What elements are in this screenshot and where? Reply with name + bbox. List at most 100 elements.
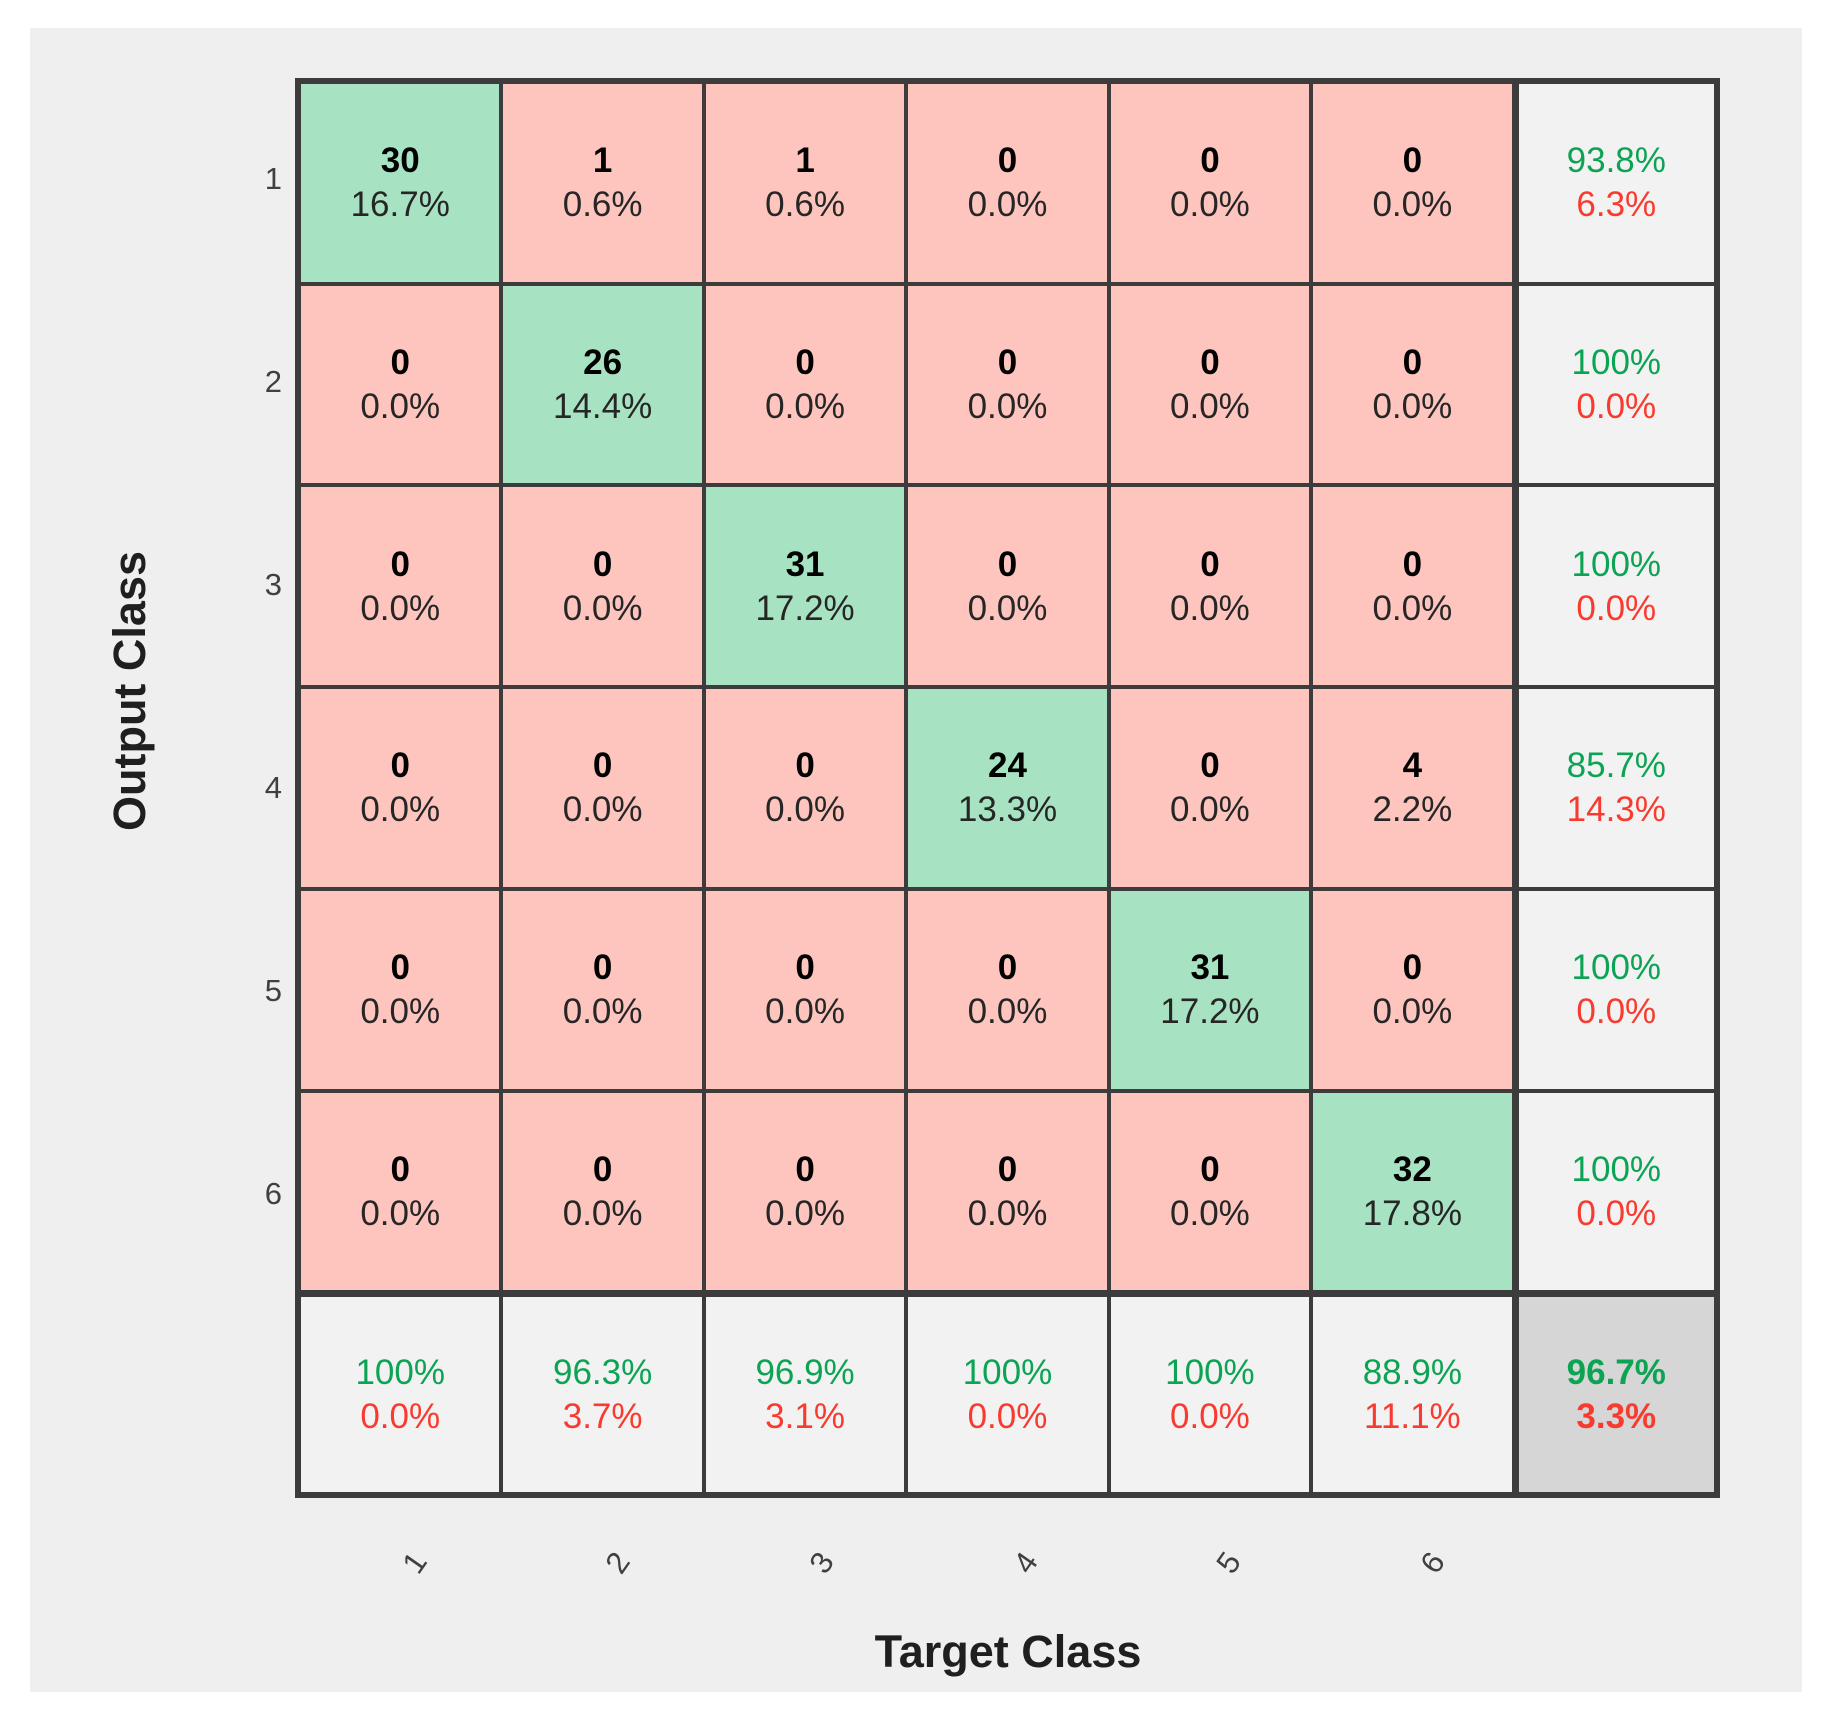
matrix-cell-r6c1: 0 0.0% xyxy=(299,1090,502,1293)
cell-percent: 0.0% xyxy=(1372,387,1453,427)
cell-percent: 0.0% xyxy=(765,1193,845,1233)
cell-count: 1 xyxy=(592,141,613,181)
y-axis-label: Output Class xyxy=(104,550,155,832)
cell-count: 32 xyxy=(1392,1149,1432,1189)
recall-cell-col1: 100% 0.0% xyxy=(299,1292,502,1494)
cell-percent: 0.0% xyxy=(967,992,1048,1032)
matrix-cell-r6c5: 0 0.0% xyxy=(1108,1090,1312,1293)
cell-count: 0 xyxy=(1200,343,1220,383)
cell-count: 0 xyxy=(1200,746,1220,786)
cell-count: 0 xyxy=(390,343,410,383)
cell-count: 0 xyxy=(390,544,410,584)
matrix-cell-r3c3: 31 17.2% xyxy=(703,485,907,688)
cell-count: 31 xyxy=(1190,948,1230,988)
cell-percent: 13.3% xyxy=(957,790,1058,830)
recall-bad-percent: 0.0% xyxy=(360,1397,441,1437)
recall-bad-percent: 3.1% xyxy=(765,1397,845,1437)
cell-percent: 0.0% xyxy=(967,588,1048,628)
matrix-cell-r3c1: 0 0.0% xyxy=(299,485,502,688)
recall-cell-col5: 100% 0.0% xyxy=(1108,1292,1312,1494)
cell-count: 0 xyxy=(592,544,613,584)
precision-bad-percent: 0.0% xyxy=(1576,588,1657,628)
matrix-cell-r1c4: 0 0.0% xyxy=(906,82,1109,284)
matrix-cell-r1c3: 1 0.6% xyxy=(703,82,907,284)
matrix-cell-r4c2: 0 0.0% xyxy=(501,687,704,889)
cell-count: 0 xyxy=(795,343,815,383)
y-tick-label-6: 6 xyxy=(264,1175,282,1211)
cell-count: 30 xyxy=(380,141,420,181)
recall-good-percent: 96.9% xyxy=(755,1353,855,1393)
overall-accuracy-cell: 96.7% 3.3% xyxy=(1513,1292,1716,1494)
cell-percent: 17.8% xyxy=(1362,1193,1462,1233)
recall-cell-col4: 100% 0.0% xyxy=(906,1292,1109,1494)
cell-percent: 0.0% xyxy=(765,790,845,830)
cell-percent: 0.0% xyxy=(1372,992,1453,1032)
cell-count: 0 xyxy=(1200,1149,1220,1189)
cell-count: 0 xyxy=(997,948,1018,988)
matrix-cell-r6c4: 0 0.0% xyxy=(906,1090,1109,1293)
matrix-cell-r3c5: 0 0.0% xyxy=(1108,485,1312,688)
cell-count: 0 xyxy=(592,746,613,786)
recall-good-percent: 100% xyxy=(962,1353,1053,1393)
recall-bad-percent: 0.0% xyxy=(1170,1397,1250,1437)
cell-percent: 0.0% xyxy=(360,387,441,427)
cell-count: 0 xyxy=(390,1149,410,1189)
cell-percent: 0.0% xyxy=(967,185,1048,225)
y-tick-label-4: 4 xyxy=(264,770,282,805)
cell-count: 0 xyxy=(1402,544,1423,584)
x-tick-label-1: 1 xyxy=(395,1545,434,1580)
x-tick-label-4: 4 xyxy=(1005,1545,1045,1580)
matrix-cell-r5c4: 0 0.0% xyxy=(906,888,1109,1091)
matrix-cell-r5c5: 31 17.2% xyxy=(1108,888,1312,1091)
precision-good-percent: 85.7% xyxy=(1566,746,1666,786)
matrix-cell-r3c6: 0 0.0% xyxy=(1311,485,1514,688)
recall-bad-percent: 0.0% xyxy=(967,1397,1048,1437)
cell-count: 26 xyxy=(583,343,623,383)
recall-good-percent: 100% xyxy=(355,1353,445,1393)
matrix-cell-r5c1: 0 0.0% xyxy=(299,888,502,1091)
recall-cell-col6: 88.9% 11.1% xyxy=(1311,1292,1514,1494)
precision-bad-percent: 6.3% xyxy=(1576,185,1657,225)
cell-count: 4 xyxy=(1402,746,1423,786)
matrix-cell-r4c4: 24 13.3% xyxy=(906,687,1109,889)
matrix-cell-r1c5: 0 0.0% xyxy=(1108,82,1312,284)
cell-percent: 0.0% xyxy=(1372,588,1453,628)
precision-cell-row4: 85.7% 14.3% xyxy=(1513,687,1716,889)
cell-percent: 0.6% xyxy=(765,185,845,225)
cell-count: 0 xyxy=(997,141,1018,181)
cell-percent: 0.0% xyxy=(562,992,643,1032)
matrix-cell-r4c1: 0 0.0% xyxy=(299,687,502,889)
matrix-cell-r5c6: 0 0.0% xyxy=(1311,888,1514,1091)
y-tick-label-3: 3 xyxy=(264,567,282,603)
precision-cell-row1: 93.8% 6.3% xyxy=(1513,82,1716,284)
precision-good-percent: 100% xyxy=(1571,343,1662,383)
cell-count: 24 xyxy=(988,746,1027,786)
recall-cell-col2: 96.3% 3.7% xyxy=(501,1292,704,1494)
x-tick-label-3: 3 xyxy=(802,1545,841,1580)
cell-count: 0 xyxy=(1402,141,1423,181)
precision-bad-percent: 14.3% xyxy=(1566,790,1666,830)
cell-percent: 0.0% xyxy=(967,387,1048,427)
confusion-matrix-grid: 30 16.7% 1 0.6% 1 0.6% 0 0.0% 0 0.0% 0 0.0% 93.8% 6.3… xyxy=(295,78,1720,1498)
cell-percent: 0.0% xyxy=(1170,588,1250,628)
cell-count: 0 xyxy=(1402,948,1423,988)
matrix-cell-r6c3: 0 0.0% xyxy=(703,1090,907,1293)
cell-percent: 14.4% xyxy=(553,387,653,427)
y-tick-label-5: 5 xyxy=(264,972,282,1008)
precision-good-percent: 93.8% xyxy=(1566,141,1666,181)
cell-percent: 0.0% xyxy=(967,1193,1048,1233)
x-tick-label-5: 5 xyxy=(1209,1545,1248,1580)
precision-cell-row3: 100% 0.0% xyxy=(1513,485,1716,688)
precision-bad-percent: 0.0% xyxy=(1576,387,1657,427)
recall-bad-percent: 11.1% xyxy=(1364,1397,1461,1437)
cell-percent: 17.2% xyxy=(755,588,855,628)
cell-percent: 0.0% xyxy=(360,790,441,830)
cell-count: 0 xyxy=(795,1149,815,1189)
matrix-cell-r6c6: 32 17.8% xyxy=(1311,1090,1514,1293)
recall-good-percent: 96.3% xyxy=(553,1353,653,1393)
cell-percent: 0.6% xyxy=(562,185,643,225)
matrix-cell-r1c6: 0 0.0% xyxy=(1311,82,1514,284)
cell-percent: 0.0% xyxy=(1170,1193,1250,1233)
